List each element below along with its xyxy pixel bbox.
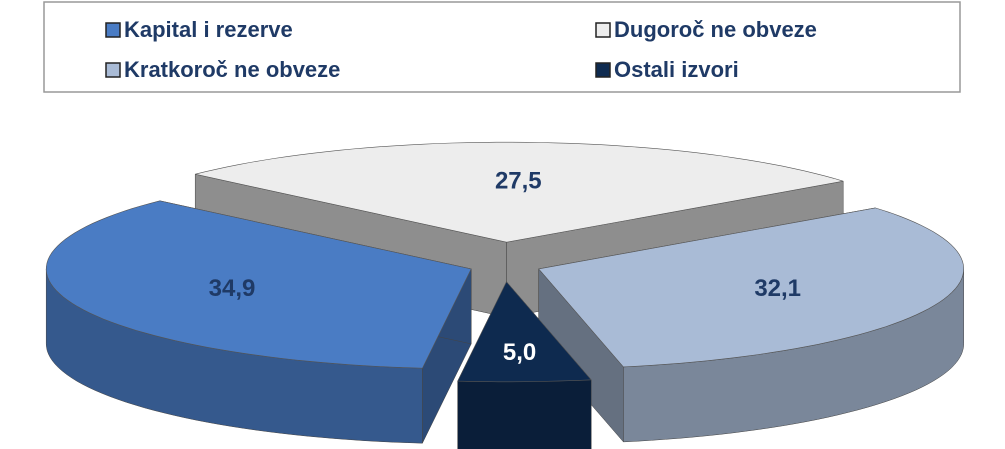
slice: [45, 200, 472, 444]
legend-swatch: [105, 62, 121, 78]
slice-top: [195, 141, 844, 243]
slice: [457, 281, 592, 449]
legend-swatch: [595, 22, 611, 38]
slice-wall: [457, 379, 592, 449]
slice-top: [538, 207, 965, 368]
legend-swatch: [595, 62, 611, 78]
value-label: 27,5: [495, 168, 542, 195]
value-label: 5,0: [503, 339, 536, 366]
slice-top: [457, 281, 592, 383]
slice-top: [45, 200, 472, 369]
legend-label: Kratkoroč ne obveze: [124, 57, 340, 82]
legend-label: Dugoroč ne obveze: [614, 17, 817, 42]
value-label: 34,9: [209, 275, 256, 302]
value-label: 32,1: [754, 275, 801, 302]
legend-label: Kapital i rezerve: [124, 17, 293, 42]
slice: [538, 207, 965, 443]
legend-label: Ostali izvori: [614, 57, 739, 82]
legend-swatch: [105, 22, 121, 38]
legend-box: [43, 1, 961, 93]
